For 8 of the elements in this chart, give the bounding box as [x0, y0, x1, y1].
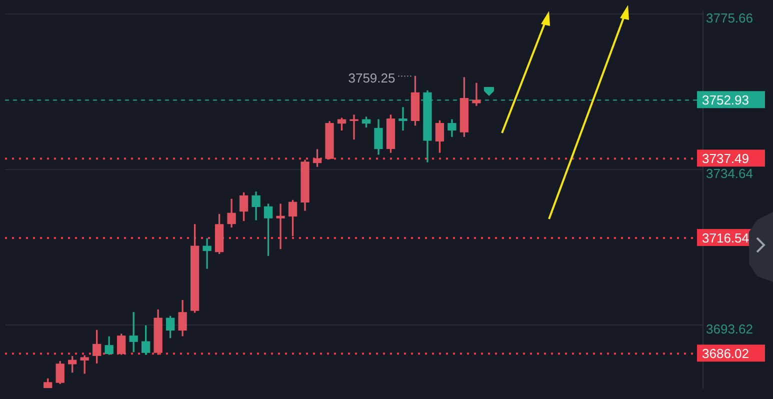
ref-line-label: 3737.49: [702, 151, 749, 166]
y-tick-label: 3775.66: [706, 10, 753, 26]
y-tick-label: 3693.62: [706, 321, 753, 336]
ref-line-label: 3752.93: [702, 92, 749, 108]
annotation: 3759.25: [348, 70, 396, 86]
y-tick-label: 3734.64: [706, 166, 753, 181]
ref-line-label: 3686.02: [702, 346, 749, 362]
ref-line-label: 3716.54: [702, 230, 749, 246]
